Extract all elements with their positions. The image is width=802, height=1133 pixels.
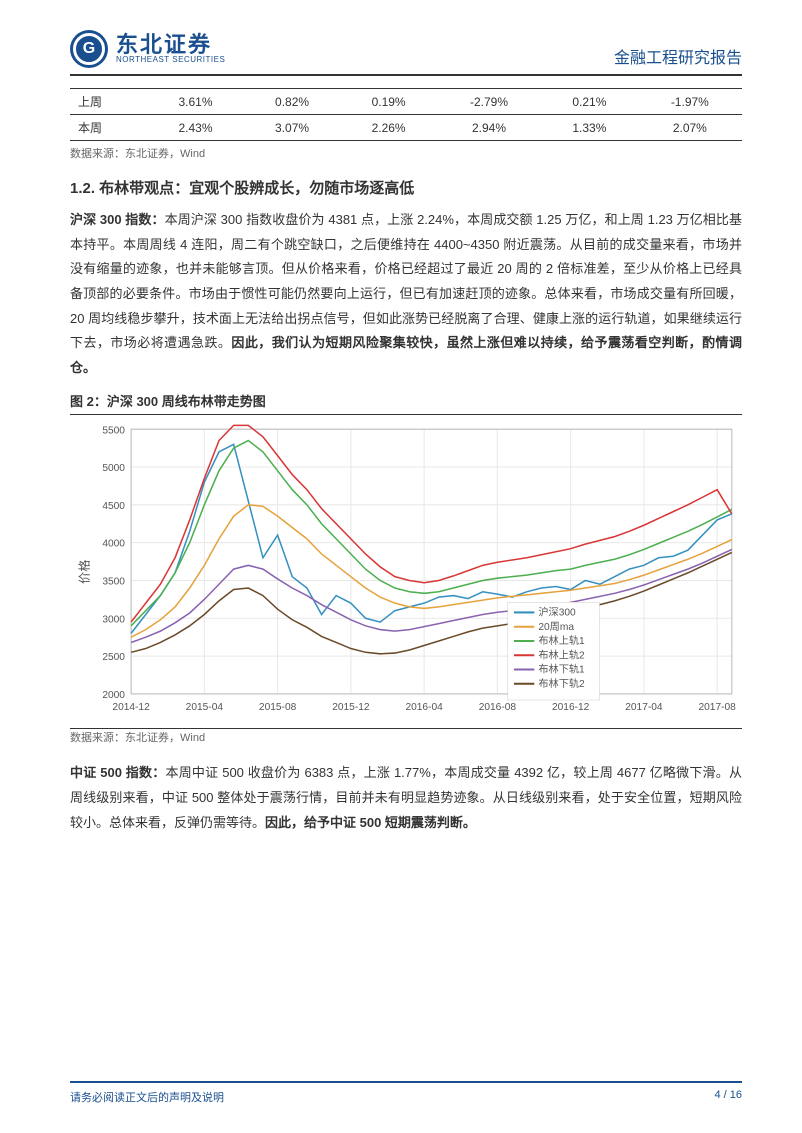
svg-text:布林上轨2: 布林上轨2 bbox=[538, 648, 585, 661]
para-lead: 中证 500 指数： bbox=[70, 765, 165, 780]
table-cell: 3.61% bbox=[147, 89, 244, 115]
table-cell: -1.97% bbox=[638, 89, 742, 115]
svg-text:20周ma: 20周ma bbox=[538, 621, 574, 633]
figure-2-source: 数据来源：东北证券，Wind bbox=[70, 729, 742, 745]
table-row: 本周 2.43% 3.07% 2.26% 2.94% 1.33% 2.07% bbox=[70, 115, 742, 141]
svg-text:2017-08: 2017-08 bbox=[698, 702, 736, 713]
svg-text:2015-12: 2015-12 bbox=[332, 702, 370, 713]
logo-glyph: G bbox=[83, 40, 95, 58]
page-number: 4 / 16 bbox=[714, 1089, 742, 1105]
table-cell: 1.33% bbox=[541, 115, 638, 141]
svg-text:5500: 5500 bbox=[102, 425, 125, 436]
svg-text:4500: 4500 bbox=[102, 501, 125, 512]
table-cell: 2.07% bbox=[638, 115, 742, 141]
table-cell: 上周 bbox=[70, 89, 147, 115]
table-cell: 2.43% bbox=[147, 115, 244, 141]
para-conclusion: 因此，给予中证 500 短期震荡判断。 bbox=[265, 815, 476, 830]
table-cell: 2.94% bbox=[437, 115, 541, 141]
table-cell: 本周 bbox=[70, 115, 147, 141]
table-cell: 0.19% bbox=[340, 89, 437, 115]
table-row: 上周 3.61% 0.82% 0.19% -2.79% 0.21% -1.97% bbox=[70, 89, 742, 115]
svg-text:3500: 3500 bbox=[102, 576, 125, 587]
para-lead: 沪深 300 指数： bbox=[70, 212, 165, 227]
footer-disclaimer: 请务必阅读正文后的声明及说明 bbox=[70, 1089, 224, 1105]
section-1.2-title: 1.2. 布林带观点：宜观个股辨成长，勿随市场逐高低 bbox=[70, 177, 742, 198]
table-cell: 0.82% bbox=[244, 89, 341, 115]
table-cell: 3.07% bbox=[244, 115, 341, 141]
svg-text:2016-04: 2016-04 bbox=[405, 702, 443, 713]
figure-2-chart: 2000 2500 3000 3500 4000 4500 5000 5500 2014-12 2… bbox=[70, 415, 742, 729]
para-body: 本周沪深 300 指数收盘价为 4381 点，上涨 2.24%，本周成交额 1.… bbox=[70, 212, 742, 350]
svg-text:2015-04: 2015-04 bbox=[186, 702, 224, 713]
svg-text:2000: 2000 bbox=[102, 690, 125, 701]
svg-text:布林下轨2: 布林下轨2 bbox=[538, 677, 585, 690]
svg-text:3000: 3000 bbox=[102, 614, 125, 625]
page-footer: 请务必阅读正文后的声明及说明 4 / 16 bbox=[70, 1081, 742, 1105]
svg-text:2014-12: 2014-12 bbox=[112, 702, 150, 713]
svg-text:2017-04: 2017-04 bbox=[625, 702, 663, 713]
logo-text-en: NORTHEAST SECURITIES bbox=[116, 56, 225, 64]
summary-table: 上周 3.61% 0.82% 0.19% -2.79% 0.21% -1.97%… bbox=[70, 88, 742, 141]
svg-text:4000: 4000 bbox=[102, 539, 125, 550]
logo: G 东北证券 NORTHEAST SECURITIES bbox=[70, 30, 225, 68]
table-cell: 0.21% bbox=[541, 89, 638, 115]
svg-text:2016-12: 2016-12 bbox=[552, 702, 590, 713]
paragraph-csi500: 中证 500 指数：本周中证 500 收盘价为 6383 点，上涨 1.77%，… bbox=[70, 761, 742, 835]
svg-text:2015-08: 2015-08 bbox=[259, 702, 297, 713]
logo-text-cn: 东北证券 bbox=[116, 34, 225, 56]
page-header: G 东北证券 NORTHEAST SECURITIES 金融工程研究报告 bbox=[70, 30, 742, 76]
report-category: 金融工程研究报告 bbox=[614, 44, 742, 68]
svg-text:沪深300: 沪深300 bbox=[538, 605, 576, 618]
svg-text:布林下轨1: 布林下轨1 bbox=[538, 662, 585, 675]
logo-badge-icon: G bbox=[70, 30, 108, 68]
table-source: 数据来源：东北证券，Wind bbox=[70, 145, 742, 161]
svg-text:2500: 2500 bbox=[102, 652, 125, 663]
table-cell: -2.79% bbox=[437, 89, 541, 115]
svg-text:2016-08: 2016-08 bbox=[479, 702, 517, 713]
paragraph-csi300: 沪深 300 指数：本周沪深 300 指数收盘价为 4381 点，上涨 2.24… bbox=[70, 208, 742, 381]
svg-text:价格: 价格 bbox=[76, 559, 91, 583]
svg-text:5000: 5000 bbox=[102, 463, 125, 474]
bollinger-chart: 2000 2500 3000 3500 4000 4500 5000 5500 2014-12 2… bbox=[70, 419, 742, 724]
table-cell: 2.26% bbox=[340, 115, 437, 141]
svg-text:布林上轨1: 布林上轨1 bbox=[538, 634, 585, 647]
figure-2-title: 图 2：沪深 300 周线布林带走势图 bbox=[70, 391, 742, 415]
